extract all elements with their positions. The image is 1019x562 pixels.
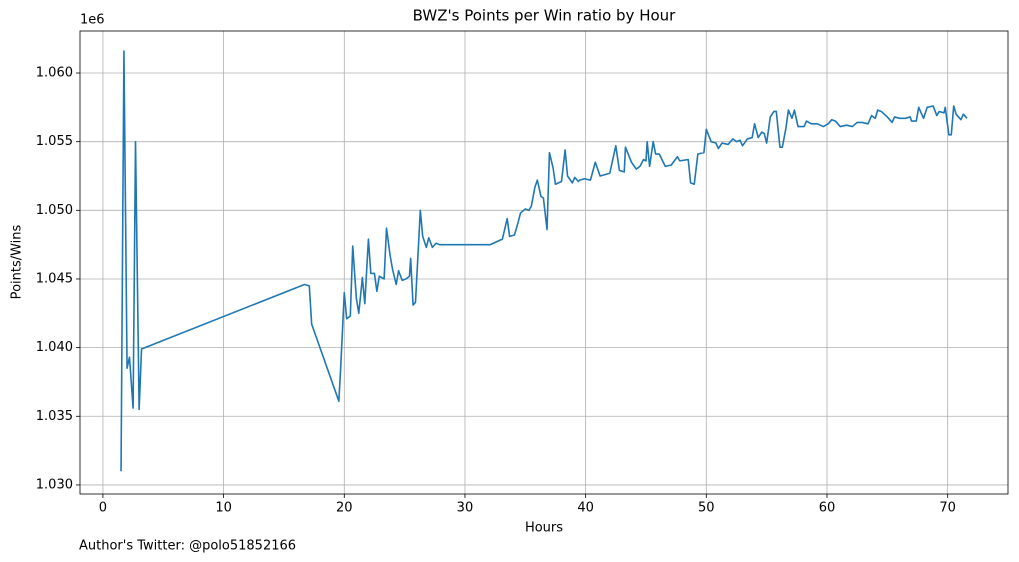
- chart-title: BWZ's Points per Win ratio by Hour: [413, 7, 677, 25]
- y-tick-label: 1.045: [36, 271, 73, 286]
- data-line: [120, 50, 968, 472]
- x-tick-label: 40: [577, 501, 594, 516]
- x-tick-label: 20: [336, 501, 353, 516]
- x-tick-label: 10: [215, 501, 232, 516]
- x-tick-label: 30: [457, 501, 474, 516]
- y-tick-label: 1.060: [36, 66, 73, 81]
- x-tick-label: 70: [939, 501, 956, 516]
- y-tick-label: 1.030: [36, 477, 73, 492]
- y-tick-label: 1.055: [36, 134, 73, 149]
- x-tick-label: 50: [698, 501, 715, 516]
- x-tick-label: 60: [819, 501, 836, 516]
- annotation: Author's Twitter: @polo51852166: [79, 539, 296, 554]
- x-axis-label: Hours: [525, 521, 563, 536]
- y-tick-label: 1.050: [36, 203, 73, 218]
- x-tick-label: 0: [99, 501, 107, 516]
- y-axis-label: Points/Wins: [10, 224, 25, 299]
- y-offset: 1e6: [80, 13, 105, 28]
- plot-frame: [79, 30, 1009, 495]
- y-tick-label: 1.035: [36, 409, 73, 424]
- y-tick-label: 1.040: [36, 340, 73, 355]
